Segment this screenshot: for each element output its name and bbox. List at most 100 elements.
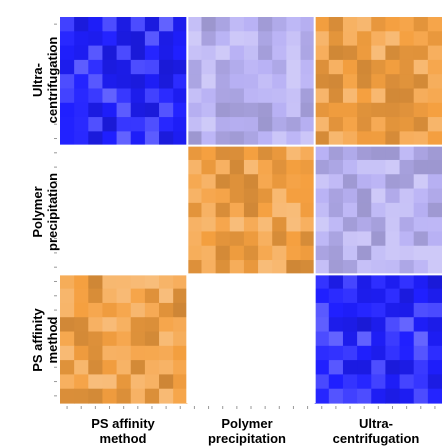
heatmap-cell [215,202,231,218]
heatmap-cell [60,260,75,275]
heatmap-cell [116,360,132,376]
heatmap-cell [399,188,415,204]
heatmap-cell [159,159,174,175]
heatmap-cell [187,45,203,61]
heatmap-cell [74,159,89,175]
heatmap-cell [385,217,401,233]
heatmap-cell [314,331,330,347]
x-label-line1: Ultra- [359,416,393,431]
heatmap-cell [413,374,429,390]
heatmap-cell [243,274,259,290]
heatmap-cell [399,231,415,247]
heatmap-cell [144,74,160,90]
x-label-line1: Polymer [221,416,272,431]
heatmap-cell [300,388,316,404]
heatmap-cell [357,174,372,190]
heatmap-cell [357,288,372,304]
heatmap-cell [173,131,188,147]
heatmap-cell [201,31,217,47]
heatmap-cell [159,345,174,361]
heatmap-cell [258,345,273,361]
heatmap-cell [159,288,174,304]
heatmap-cell [60,374,75,390]
heatmap-cell [74,88,89,104]
heatmap-cell [427,117,442,132]
heatmap-cell [102,388,118,404]
heatmap-cell [371,31,387,47]
heatmap-cell [371,74,387,90]
heatmap-cell [371,102,387,118]
heatmap-cell [74,360,89,376]
heatmap-cell [342,74,358,90]
heatmap-cell [159,31,174,47]
heatmap-cell [130,174,146,190]
heatmap-cell [427,388,442,404]
heatmap-cell [173,360,188,376]
heatmap-cell [159,331,174,347]
heatmap-cell [130,217,146,233]
heatmap-cell [272,45,287,61]
heatmap-cell [201,74,217,90]
heatmap-cell [116,102,132,118]
heatmap-cell [187,174,203,190]
heatmap-cell [272,59,287,75]
heatmap-cell [144,288,160,304]
heatmap-cell [385,388,401,404]
heatmap-cell [88,331,104,347]
heatmap-cell [60,102,75,118]
heatmap-cell [201,145,217,161]
heatmap-cell [215,217,231,233]
heatmap-cell [201,302,217,318]
heatmap-cell [229,131,245,147]
heatmap-cell [130,345,146,361]
heatmap-cell [215,302,231,318]
heatmap-cell [413,45,429,61]
heatmap-cell [342,360,358,376]
heatmap-cell [328,260,344,275]
heatmap-cell [60,302,75,318]
heatmap-cell [159,102,174,118]
heatmap-cell [144,302,160,318]
heatmap-cell [243,202,259,218]
heatmap-cell [399,388,415,404]
heatmap-cell [201,260,217,275]
heatmap-cell [173,274,188,290]
heatmap-cell [116,302,132,318]
y-label-line2: method [45,316,60,363]
heatmap-cell [229,74,245,90]
heatmap-cell [413,302,429,318]
heatmap-cell [258,188,273,204]
heatmap-cell [427,59,442,75]
heatmap-cell [286,188,302,204]
heatmap-cell [258,231,273,247]
heatmap-cell [201,174,217,190]
heatmap-cell [201,117,217,132]
heatmap-cell [215,117,231,132]
heatmap-cell [357,202,372,218]
heatmap-cell [243,331,259,347]
heatmap-cell [371,45,387,61]
heatmap-cell [342,117,358,132]
heatmap-cell [314,174,330,190]
heatmap-cell [229,245,245,261]
heatmap-cell [243,231,259,247]
heatmap-cell [399,31,415,47]
heatmap-cell [173,245,188,261]
heatmap-cell [399,288,415,304]
heatmap-cell [60,202,75,218]
heatmap-cell [342,331,358,347]
heatmap-cell [357,188,372,204]
heatmap-cell [413,188,429,204]
heatmap-cell [328,145,344,161]
heatmap-cell [243,388,259,404]
heatmap-cell [74,345,89,361]
heatmap-cell [116,374,132,390]
heatmap-cell [187,260,203,275]
heatmap-cell [258,117,273,132]
heatmap-cell [427,145,442,161]
heatmap-cell [286,131,302,147]
heatmap-cell [286,374,302,390]
heatmap-cell [272,231,287,247]
heatmap-cell [342,274,358,290]
heatmap-cell [201,88,217,104]
